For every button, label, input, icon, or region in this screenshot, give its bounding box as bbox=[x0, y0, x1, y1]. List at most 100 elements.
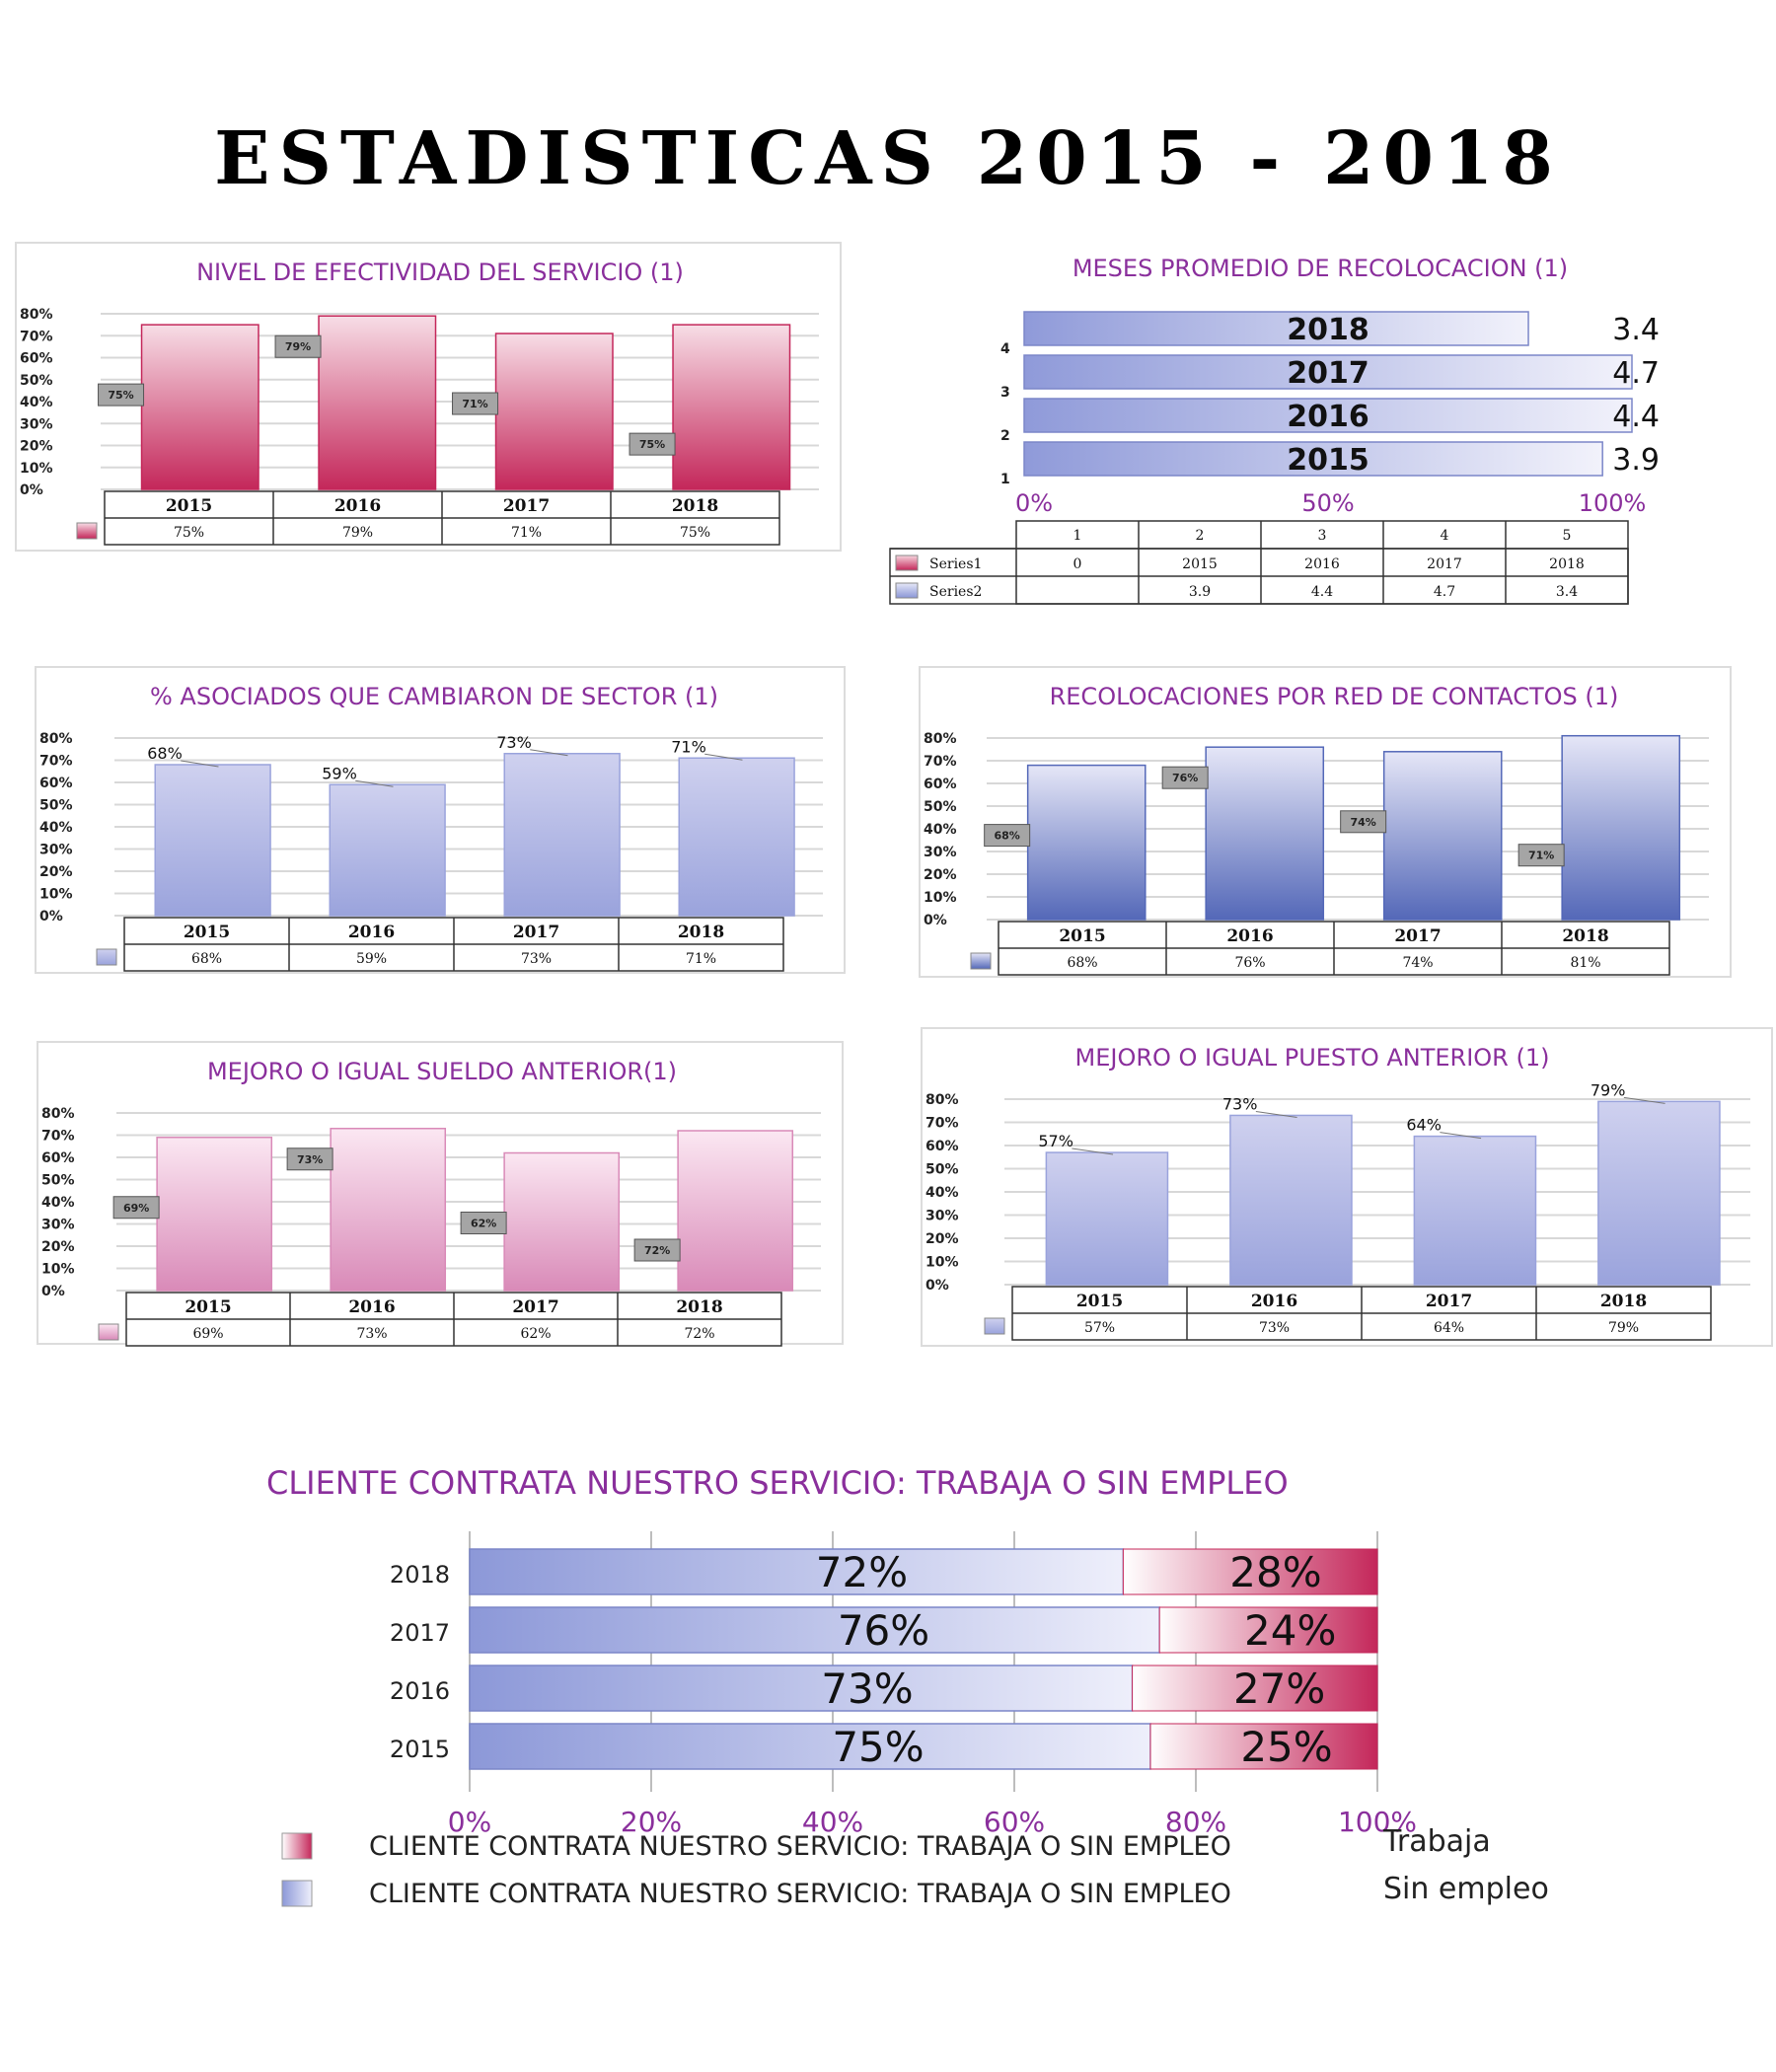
chart-cliente-trabaja-sin-empleo: CLIENTE CONTRATA NUESTRO SERVICIO: TRABA… bbox=[266, 1464, 1549, 1909]
bar bbox=[1023, 311, 1529, 346]
callout-box bbox=[633, 1238, 681, 1262]
callout-box bbox=[1340, 810, 1387, 834]
bar bbox=[329, 783, 446, 917]
legend-swatch bbox=[98, 1323, 119, 1341]
table-category: 2018 bbox=[672, 496, 718, 516]
bar bbox=[1023, 398, 1633, 433]
y-tick-label: 0% bbox=[20, 482, 43, 498]
callout-box bbox=[1517, 844, 1565, 867]
bar-value-label: 24% bbox=[1244, 1606, 1336, 1655]
y-tick-label: 2018 bbox=[390, 1561, 450, 1589]
table-value: 75% bbox=[680, 525, 710, 541]
table-header: 3 bbox=[1318, 528, 1327, 544]
bar-trabaja bbox=[1158, 1606, 1378, 1654]
legend-swatch bbox=[970, 952, 992, 970]
data-label: 71% bbox=[671, 737, 706, 756]
legend-label: CLIENTE CONTRATA NUESTRO SERVICIO: TRABA… bbox=[369, 1831, 1231, 1862]
table-value: 71% bbox=[511, 525, 542, 541]
callout-box bbox=[112, 1196, 160, 1220]
y-tick-label: 0% bbox=[924, 913, 947, 928]
y-tick-label: 60% bbox=[39, 776, 73, 791]
table-value: 64% bbox=[1434, 1320, 1464, 1336]
y-tick-label: 60% bbox=[925, 1139, 959, 1154]
table-category: 2017 bbox=[1426, 1292, 1472, 1311]
table-value: 59% bbox=[356, 951, 387, 967]
table-value: 79% bbox=[342, 525, 373, 541]
bar-value-label: 72% bbox=[816, 1548, 908, 1596]
legend-swatch bbox=[984, 1317, 1005, 1335]
table-category: 2016 bbox=[1251, 1292, 1297, 1311]
y-tick-label: 40% bbox=[925, 1185, 959, 1201]
bar bbox=[154, 764, 271, 917]
legend-swatch bbox=[76, 522, 98, 540]
bar-value-label: 28% bbox=[1229, 1548, 1321, 1596]
bar bbox=[503, 1151, 621, 1292]
bar-category-label: 2016 bbox=[1287, 400, 1369, 434]
table-category: 2018 bbox=[1562, 926, 1608, 946]
bar bbox=[503, 753, 621, 917]
bar-sin-empleo bbox=[469, 1548, 1125, 1595]
legend-swatch bbox=[281, 1880, 313, 1907]
series-name: Series2 bbox=[929, 584, 982, 600]
y-tick-label: 70% bbox=[41, 1129, 75, 1145]
y-tick-label: 70% bbox=[925, 1116, 959, 1132]
x-tick-label: 80% bbox=[1165, 1806, 1226, 1838]
page-title: ESTADISTICAS 2015 - 2018 bbox=[214, 116, 1562, 201]
chart-asociados-cambio-sector: % ASOCIADOS QUE CAMBIARON DE SECTOR (1) 8… bbox=[35, 666, 846, 974]
bar bbox=[1382, 751, 1503, 921]
table-value: 3.4 bbox=[1556, 584, 1578, 600]
y-tick-label: 4 bbox=[1000, 341, 1010, 357]
callout-label: 74% bbox=[1350, 816, 1375, 829]
legend-series-name: Sin empleo bbox=[1383, 1872, 1549, 1906]
y-tick-label: 0% bbox=[41, 1284, 65, 1299]
chart-sueldo-anterior: MEJORO O IGUAL SUELDO ANTERIOR(1) 80% 70% 6… bbox=[37, 1041, 844, 1347]
leader-line bbox=[1623, 1096, 1665, 1104]
y-tick-label: 40% bbox=[20, 395, 53, 410]
chart-title: MEJORO O IGUAL PUESTO ANTERIOR (1) bbox=[1075, 1044, 1550, 1072]
legend-series-name: Trabaja bbox=[1382, 1824, 1491, 1859]
leader-line bbox=[704, 753, 743, 761]
bar-value-label: 3.9 bbox=[1612, 443, 1660, 478]
data-label: 64% bbox=[1406, 1116, 1442, 1135]
y-tick-label: 0% bbox=[39, 909, 63, 925]
bar-value-label: 4.7 bbox=[1612, 356, 1660, 391]
y-tick-label: 60% bbox=[924, 777, 957, 792]
x-tick-label: 100% bbox=[1338, 1806, 1417, 1838]
table-value: 73% bbox=[1259, 1320, 1290, 1336]
y-tick-label: 50% bbox=[924, 799, 957, 815]
table-category: 2018 bbox=[678, 923, 724, 942]
table-value: 2015 bbox=[1182, 556, 1218, 572]
table-value: 73% bbox=[356, 1326, 387, 1342]
leader-line bbox=[181, 760, 219, 768]
bar bbox=[1413, 1135, 1537, 1286]
y-tick-label: 2015 bbox=[390, 1736, 450, 1763]
table-value: 4.7 bbox=[1434, 584, 1455, 600]
table-value: 4.4 bbox=[1311, 584, 1333, 600]
data-label: 73% bbox=[1222, 1094, 1258, 1113]
chart-recolocaciones-red-contactos: RECOLOCACIONES POR RED DE CONTACTOS (1) 8… bbox=[919, 666, 1732, 978]
table-value: 62% bbox=[520, 1326, 551, 1342]
bar bbox=[318, 315, 437, 490]
bar-value-label: 27% bbox=[1233, 1665, 1325, 1713]
bar bbox=[1205, 746, 1325, 921]
table-category: 2015 bbox=[1076, 1292, 1123, 1311]
bar bbox=[1023, 354, 1633, 390]
y-tick-label: 20% bbox=[41, 1239, 75, 1255]
table-value: 81% bbox=[1570, 955, 1600, 971]
callout-label: 75% bbox=[108, 389, 133, 402]
x-tick-label: 60% bbox=[984, 1806, 1045, 1838]
legend-swatch bbox=[895, 555, 919, 571]
y-tick-label: 2017 bbox=[390, 1619, 450, 1647]
legend-label: CLIENTE CONTRATA NUESTRO SERVICIO: TRABA… bbox=[369, 1879, 1231, 1909]
chart-meses-recolocacion: MESES PROMEDIO DE RECOLOCACION (1) 2018 3.… bbox=[889, 255, 1660, 605]
data-label: 73% bbox=[496, 733, 532, 752]
table-category: 2015 bbox=[166, 496, 212, 516]
callout-box bbox=[286, 1147, 333, 1171]
bar-trabaja bbox=[1132, 1665, 1378, 1712]
bar-category-label: 2018 bbox=[1287, 313, 1369, 347]
bar-sin-empleo bbox=[469, 1606, 1160, 1654]
bar bbox=[1045, 1151, 1169, 1286]
chart-title: % ASOCIADOS QUE CAMBIARON DE SECTOR (1) bbox=[150, 683, 718, 710]
y-tick-label: 70% bbox=[39, 754, 73, 770]
chart-title: MEJORO O IGUAL SUELDO ANTERIOR(1) bbox=[207, 1058, 677, 1085]
